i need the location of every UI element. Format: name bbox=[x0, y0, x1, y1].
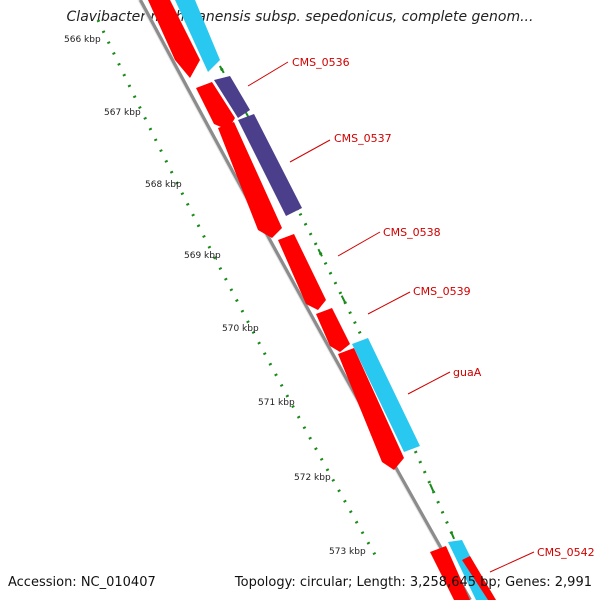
orf-cms-0537 bbox=[238, 114, 302, 216]
gene-features bbox=[148, 0, 496, 600]
gene-label-cms-0542: CMS_0542 bbox=[537, 546, 595, 559]
gene-cms-0539 bbox=[316, 308, 350, 352]
gene-cms-0537 bbox=[218, 122, 282, 238]
orf-guaa bbox=[352, 338, 420, 452]
tick-label-567: 567 kbp bbox=[104, 108, 141, 118]
gene-labels: CMS_0536 CMS_0537 CMS_0538 CMS_0539 guaA… bbox=[292, 56, 595, 559]
tick-label-572: 572 kbp bbox=[294, 473, 331, 483]
gene-cms-0542 bbox=[430, 546, 470, 600]
gene-label-cms-0538: CMS_0538 bbox=[383, 226, 441, 239]
tick-label-566: 566 kbp bbox=[64, 35, 101, 45]
tick-label-571: 571 kbp bbox=[258, 398, 295, 408]
backbone bbox=[137, 0, 472, 600]
gene-guaa bbox=[338, 348, 404, 470]
feature-top-orf bbox=[175, 0, 220, 72]
gene-label-cms-0536: CMS_0536 bbox=[292, 56, 350, 69]
outer-tick-dots bbox=[203, 39, 482, 600]
gene-cms-0538 bbox=[278, 234, 326, 310]
tick-label-573: 573 kbp bbox=[329, 547, 366, 557]
genome-summary-text: Topology: circular; Length: 3,258,645 bp… bbox=[234, 575, 592, 590]
gene-label-cms-0537: CMS_0537 bbox=[334, 132, 392, 145]
tick-label-569: 569 kbp bbox=[184, 251, 221, 261]
tick-label-570: 570 kbp bbox=[222, 324, 259, 334]
orf-cms-0536 bbox=[214, 76, 250, 118]
feature-top-red bbox=[148, 0, 200, 78]
scale-labels: 566 kbp 567 kbp 568 kbp 569 kbp 570 kbp … bbox=[64, 35, 366, 557]
gene-label-cms-0539: CMS_0539 bbox=[413, 285, 471, 298]
gene-cms-0536 bbox=[196, 82, 235, 130]
gene-label-guaa: guaA bbox=[453, 366, 482, 379]
tick-label-568: 568 kbp bbox=[145, 180, 182, 190]
gene-leader-lines bbox=[247, 61, 535, 573]
accession-text: Accession: NC_010407 bbox=[8, 575, 156, 590]
